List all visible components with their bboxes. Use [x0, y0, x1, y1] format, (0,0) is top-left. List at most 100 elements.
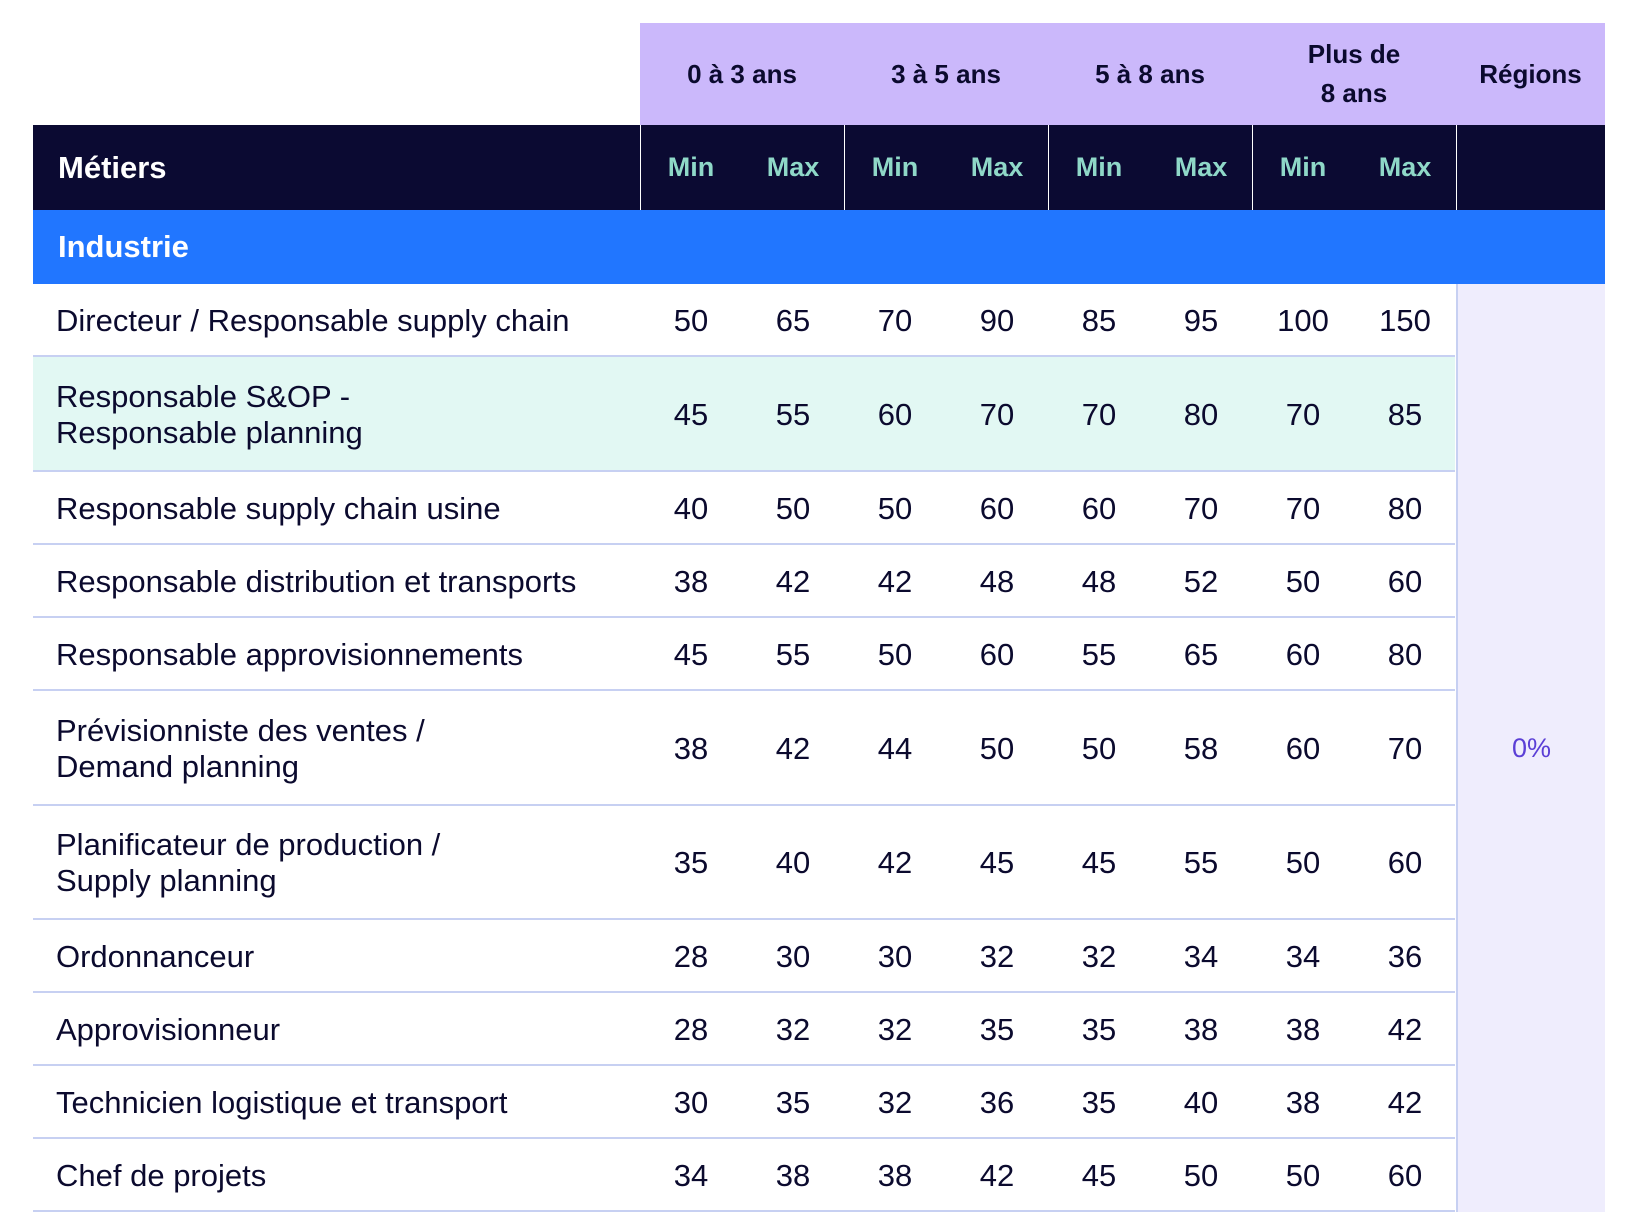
- min-value: 38: [1285, 1084, 1321, 1120]
- min-value: 38: [1285, 1011, 1321, 1047]
- max-value: 60: [1387, 845, 1423, 880]
- table-row: [33, 357, 1455, 472]
- job-title: Technicien logistique et transport: [56, 1084, 508, 1120]
- max-value: 70: [979, 396, 1015, 432]
- max-value: 50: [1183, 1157, 1219, 1193]
- job-title: Responsable approvisionnements: [56, 636, 524, 672]
- min-value: 70: [1081, 396, 1117, 432]
- min-value: 85: [1081, 302, 1117, 338]
- max-value: 58: [1183, 730, 1219, 766]
- min-value: 30: [877, 938, 913, 974]
- max-value: 32: [979, 938, 1015, 974]
- max-value: 65: [775, 302, 811, 338]
- max-value: 32: [775, 1011, 811, 1047]
- min-value: 38: [877, 1157, 913, 1193]
- min-value: 50: [877, 636, 913, 672]
- max-value: 55: [1183, 845, 1219, 880]
- min-value: 28: [673, 1011, 709, 1047]
- max-value: 45: [979, 845, 1015, 880]
- min-value: 60: [1285, 636, 1321, 672]
- min-value: 70: [877, 302, 913, 338]
- min-value: 34: [673, 1157, 709, 1193]
- min-value: 45: [1081, 1157, 1117, 1193]
- experience-header: Plus de 8 ans: [1252, 23, 1456, 125]
- min-value: 60: [1285, 730, 1321, 766]
- max-value: 70: [1387, 730, 1423, 766]
- job-title: Responsable S&OP - Responsable planning: [56, 378, 363, 450]
- min-value: 45: [1081, 845, 1117, 880]
- min-value: 34: [1285, 938, 1321, 974]
- column-divider: [1252, 125, 1253, 210]
- max-value: 35: [979, 1011, 1015, 1047]
- min-value: 100: [1277, 302, 1329, 338]
- min-value: 60: [877, 396, 913, 432]
- section-header-industrie: Industrie: [33, 210, 1605, 284]
- max-value: 30: [775, 938, 811, 974]
- min-value: 60: [1081, 490, 1117, 526]
- max-value: 42: [1387, 1011, 1423, 1047]
- min-value: 50: [1081, 730, 1117, 766]
- max-value: 42: [775, 563, 811, 599]
- min-value: 50: [1285, 1157, 1321, 1193]
- table-row: [33, 691, 1455, 806]
- min-value: 28: [673, 938, 709, 974]
- min-value: 44: [877, 730, 913, 766]
- min-value: 50: [673, 302, 709, 338]
- max-value: 34: [1183, 938, 1219, 974]
- max-value: 80: [1387, 490, 1423, 526]
- table-row: [33, 472, 1455, 545]
- min-value: 35: [673, 845, 709, 880]
- min-value: 42: [877, 563, 913, 599]
- experience-header: 3 à 5 ans: [844, 23, 1048, 125]
- experience-header: 5 à 8 ans: [1048, 23, 1252, 125]
- min-value: 55: [1081, 636, 1117, 672]
- table-row: [33, 993, 1455, 1066]
- min-header: Min: [667, 152, 715, 182]
- table-row: [33, 1139, 1455, 1212]
- job-title: Approvisionneur: [56, 1011, 281, 1047]
- job-title: Prévisionniste des ventes / Demand plann…: [56, 712, 425, 784]
- max-value: 36: [979, 1084, 1015, 1120]
- max-value: 65: [1183, 636, 1219, 672]
- max-value: 50: [979, 730, 1015, 766]
- header-row: [33, 125, 1605, 210]
- min-value: 32: [1081, 938, 1117, 974]
- max-value: 50: [775, 490, 811, 526]
- max-value: 95: [1183, 302, 1219, 338]
- max-value: 42: [979, 1157, 1015, 1193]
- min-header: Min: [871, 152, 919, 182]
- max-value: 150: [1379, 302, 1431, 338]
- experience-header: 0 à 3 ans: [640, 23, 844, 125]
- job-title: Chef de projets: [56, 1157, 267, 1193]
- table-row: [33, 618, 1455, 691]
- max-value: 38: [1183, 1011, 1219, 1047]
- max-value: 85: [1387, 396, 1423, 432]
- max-value: 60: [1387, 1157, 1423, 1193]
- min-value: 50: [1285, 563, 1321, 599]
- max-value: 90: [979, 302, 1015, 338]
- min-value: 48: [1081, 563, 1117, 599]
- min-value: 35: [1081, 1011, 1117, 1047]
- max-value: 60: [1387, 563, 1423, 599]
- regions-value: 0%: [1456, 284, 1605, 1212]
- table-row: [33, 545, 1455, 618]
- min-value: 38: [673, 730, 709, 766]
- max-value: 60: [979, 636, 1015, 672]
- min-value: 70: [1285, 490, 1321, 526]
- table-row: [33, 1066, 1455, 1139]
- min-value: 32: [877, 1084, 913, 1120]
- min-value: 40: [673, 490, 709, 526]
- max-header: Max: [1378, 152, 1432, 182]
- column-divider: [844, 125, 845, 210]
- max-value: 36: [1387, 938, 1423, 974]
- max-value: 40: [775, 845, 811, 880]
- jobs-column-header: Métiers: [58, 149, 167, 185]
- max-value: 42: [1387, 1084, 1423, 1120]
- min-header: Min: [1279, 152, 1327, 182]
- max-value: 70: [1183, 490, 1219, 526]
- regions-header: Régions: [1456, 23, 1605, 125]
- min-value: 50: [1285, 845, 1321, 880]
- min-value: 30: [673, 1084, 709, 1120]
- max-value: 38: [775, 1157, 811, 1193]
